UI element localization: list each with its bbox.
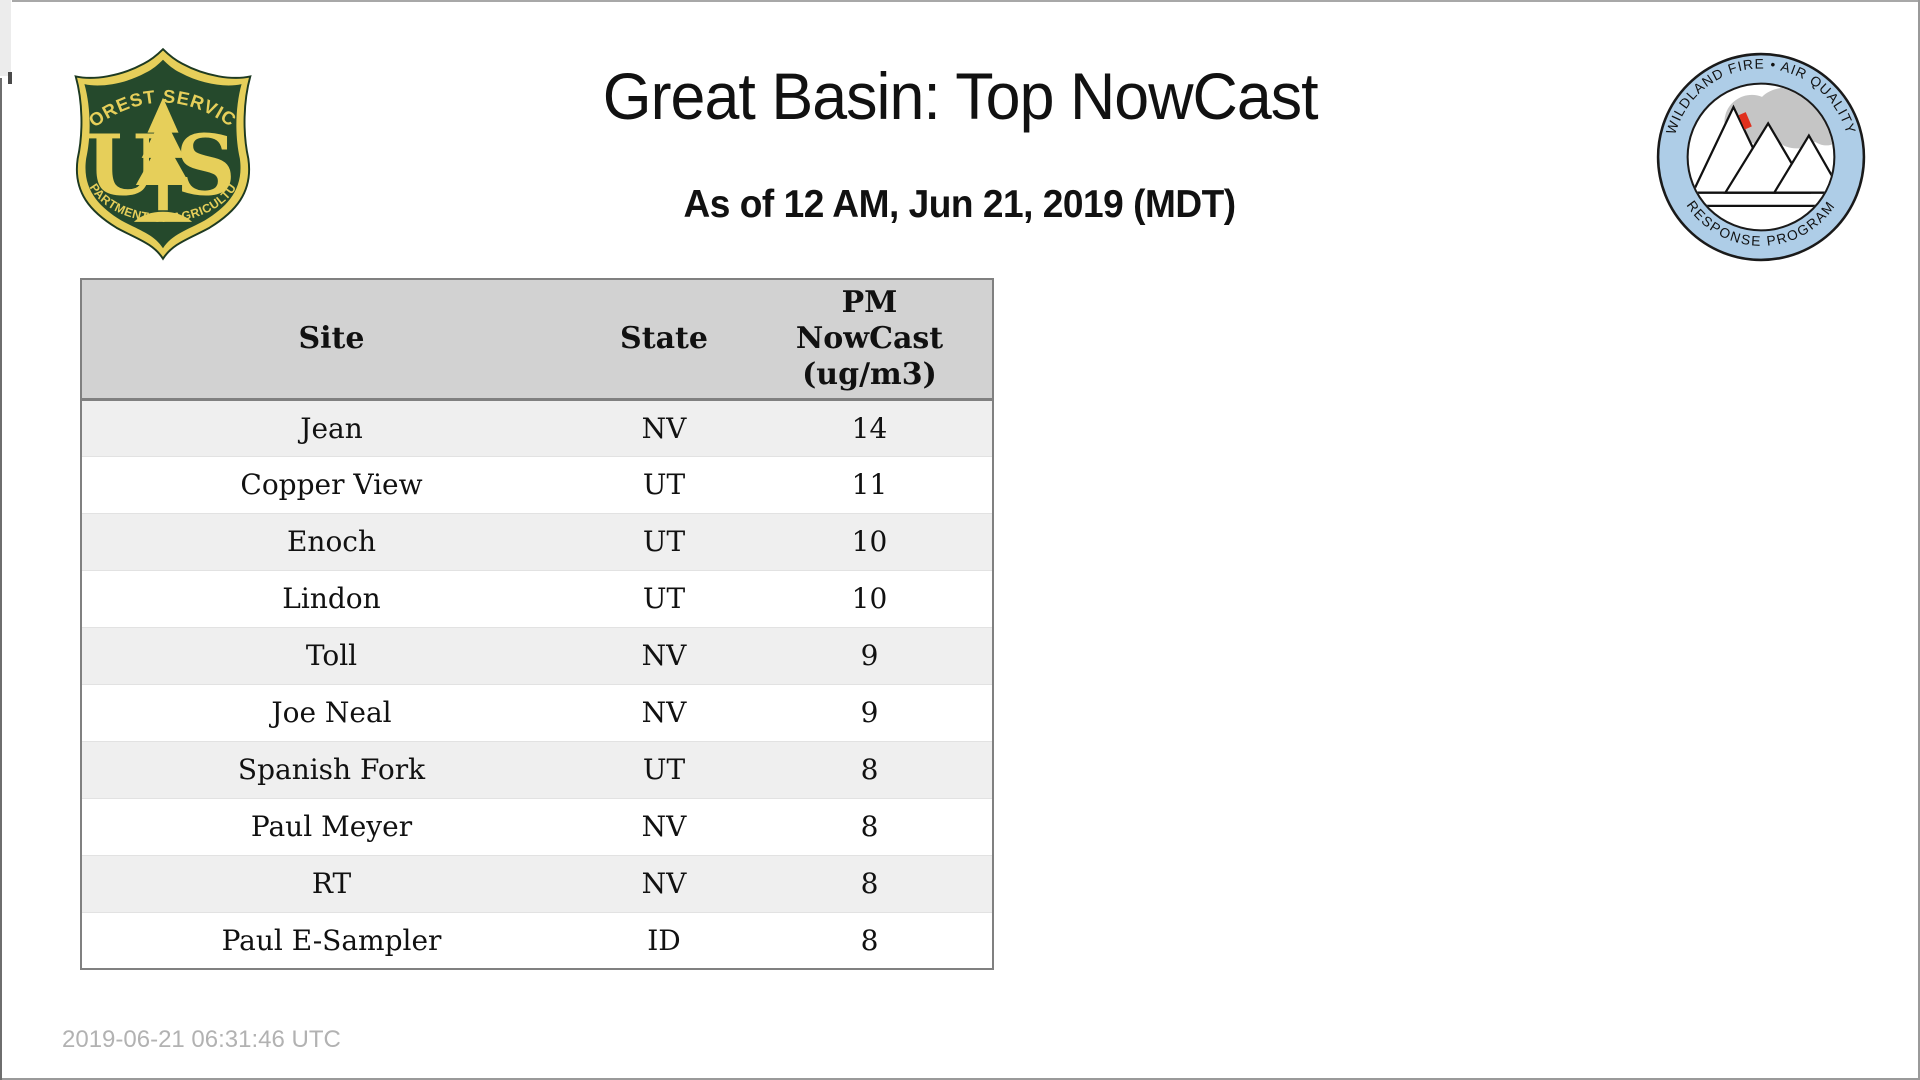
cell-pm-nowcast: 11: [747, 455, 993, 513]
cell-site: Spanish Fork: [81, 740, 581, 798]
window-border-top: [12, 0, 1920, 2]
wildland-fire-air-quality-logo: WILDLAND FIRE • AIR QUALITY RESPONSE PRO…: [1656, 52, 1866, 262]
cell-pm-nowcast: 9: [747, 626, 993, 684]
table-row: Paul Meyer NV 8: [81, 797, 993, 855]
window-edge-artifact-notch: [8, 72, 12, 84]
cell-state: NV: [581, 626, 747, 684]
table-row: Toll NV 9: [81, 626, 993, 684]
window-border-left: [0, 78, 2, 1080]
table-row: Jean NV 14: [81, 399, 993, 456]
cell-site: Enoch: [81, 512, 581, 570]
cell-state: ID: [581, 911, 747, 969]
cell-state: NV: [581, 399, 747, 456]
table-header-row: Site State PM NowCast (ug/m3): [81, 279, 993, 401]
cell-state: NV: [581, 797, 747, 855]
fs-letter-s: S: [176, 117, 236, 215]
cell-site: Toll: [81, 626, 581, 684]
flame-icon: [1738, 112, 1752, 130]
table-row: RT NV 8: [81, 854, 993, 912]
cell-site: Paul Meyer: [81, 797, 581, 855]
column-header-pm-nowcast: PM NowCast (ug/m3): [747, 279, 993, 401]
cell-state: NV: [581, 683, 747, 741]
page-title: Great Basin: Top NowCast: [602, 59, 1319, 133]
cell-site: Jean: [81, 399, 581, 456]
cell-site: Paul E-Sampler: [81, 911, 581, 969]
page-subtitle: As of 12 AM, Jun 21, 2019 (MDT): [683, 183, 1237, 226]
cell-pm-nowcast: 8: [747, 911, 993, 969]
cell-site: RT: [81, 854, 581, 912]
forest-service-logo: FOREST SERVICE U S DEPARTMENT OF AGRICUL…: [66, 46, 252, 261]
cell-pm-nowcast: 8: [747, 797, 993, 855]
nowcast-table: Site State PM NowCast (ug/m3) Jean NV 14…: [80, 278, 994, 970]
window-border-right: [1918, 0, 1920, 1080]
table-row: Copper View UT 11: [81, 455, 993, 513]
cell-state: NV: [581, 854, 747, 912]
window-edge-artifact: [0, 0, 11, 76]
mountains-icon: [1690, 104, 1834, 194]
cell-site: Joe Neal: [81, 683, 581, 741]
cell-pm-nowcast: 8: [747, 854, 993, 912]
window-border-bottom: [0, 1078, 1920, 1080]
table-row: Paul E-Sampler ID 8: [81, 911, 993, 969]
cell-state: UT: [581, 512, 747, 570]
cell-state: UT: [581, 569, 747, 627]
table-row: Joe Neal NV 9: [81, 683, 993, 741]
cell-pm-nowcast: 10: [747, 512, 993, 570]
column-header-site: Site: [81, 279, 581, 401]
cell-pm-nowcast: 10: [747, 569, 993, 627]
cell-site: Lindon: [81, 569, 581, 627]
table-row: Lindon UT 10: [81, 569, 993, 627]
fs-letter-u: U: [86, 117, 159, 215]
cell-pm-nowcast: 8: [747, 740, 993, 798]
cell-state: UT: [581, 455, 747, 513]
pine-tree-icon: [133, 97, 193, 222]
cell-pm-nowcast: 14: [747, 399, 993, 456]
cell-site: Copper View: [81, 455, 581, 513]
cell-state: UT: [581, 740, 747, 798]
table-row: Spanish Fork UT 8: [81, 740, 993, 798]
generated-timestamp: 2019-06-21 06:31:46 UTC: [62, 1026, 341, 1053]
column-header-state: State: [581, 279, 747, 401]
table-row: Enoch UT 10: [81, 512, 993, 570]
cell-pm-nowcast: 9: [747, 683, 993, 741]
